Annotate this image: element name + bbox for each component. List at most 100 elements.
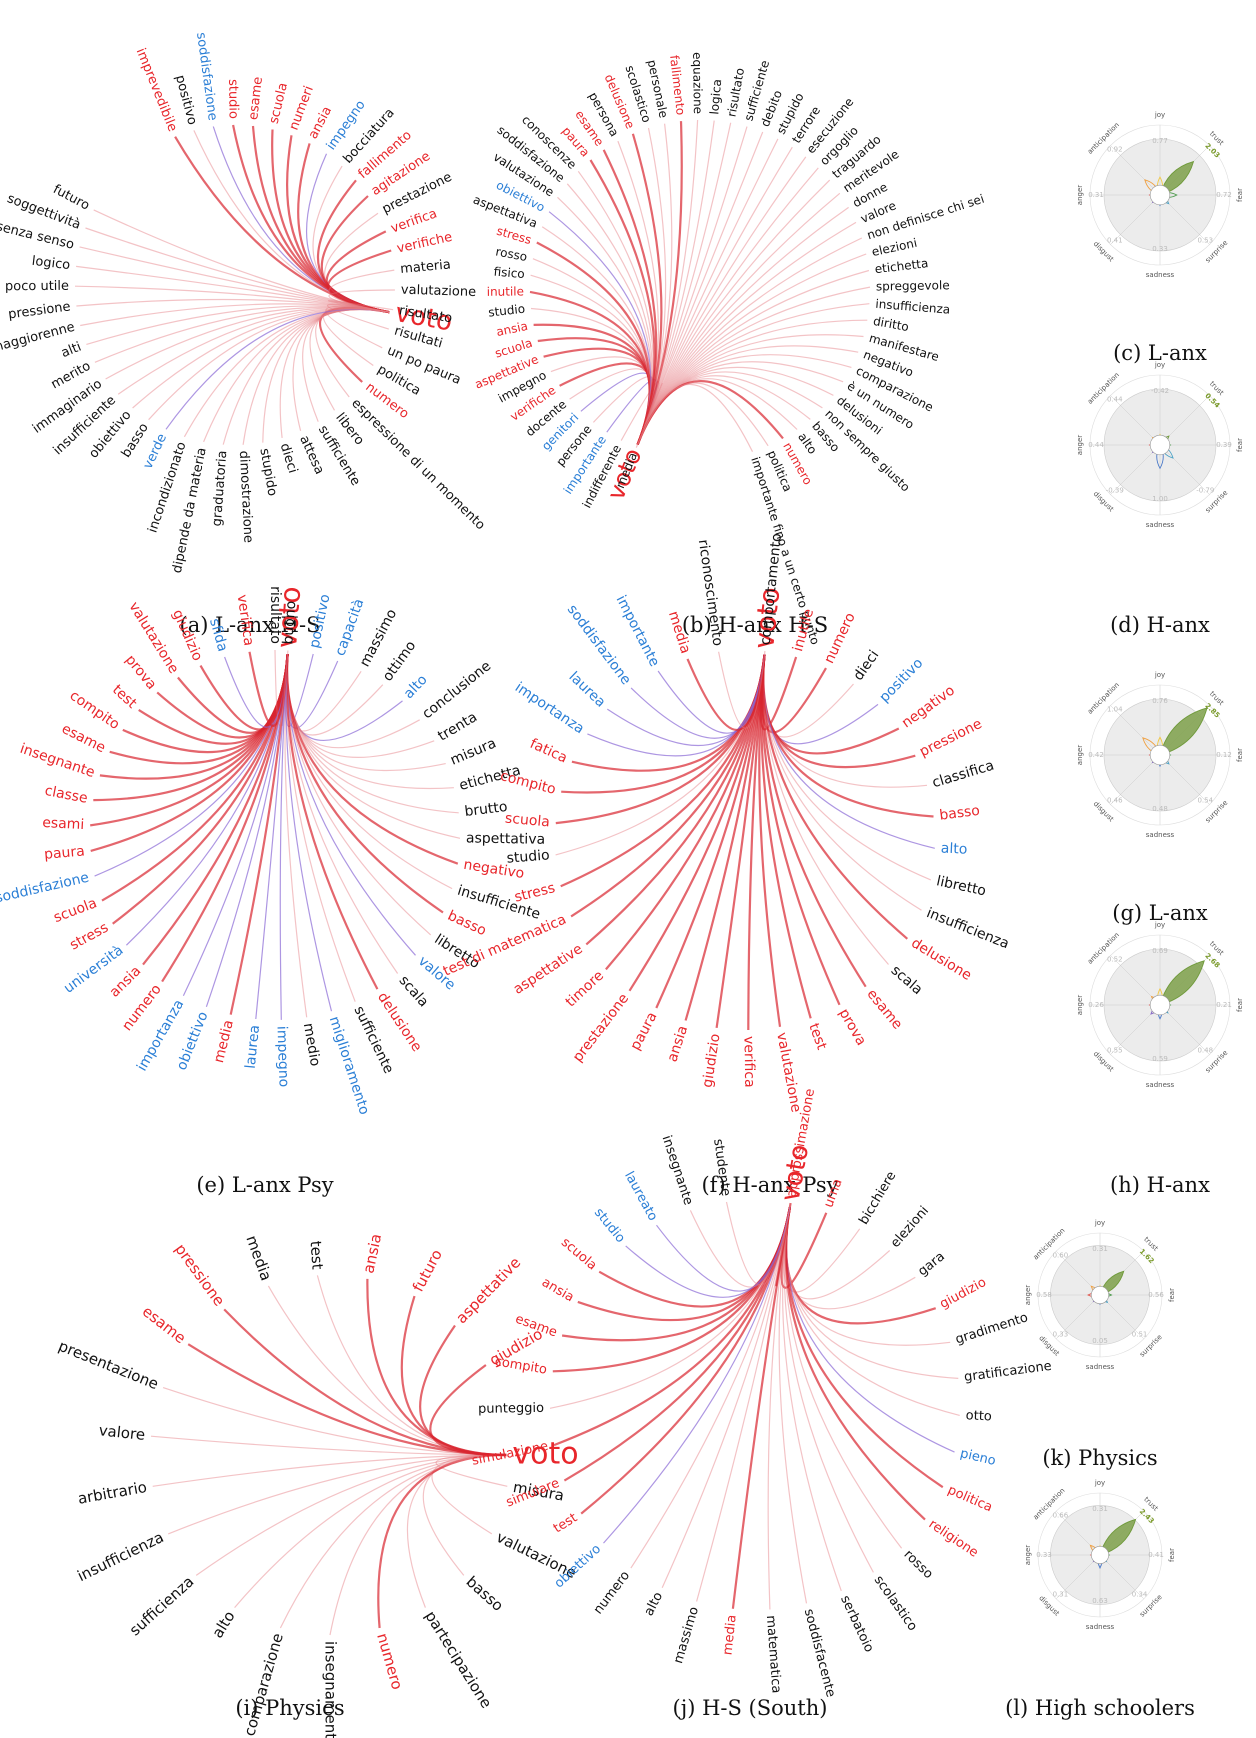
word-label: test xyxy=(307,1240,327,1270)
word-label: scuola xyxy=(52,895,100,926)
emotion-value: 0.69 xyxy=(1152,947,1168,955)
chord-link xyxy=(761,654,867,988)
word-label: verifica xyxy=(234,594,257,647)
emotion-value: 0.31 xyxy=(1088,191,1104,199)
chord-link xyxy=(76,298,390,313)
emotion-label-anger: anger xyxy=(1024,1545,1032,1565)
chord-link xyxy=(696,1207,791,1602)
caption-l: (l) High schoolers xyxy=(1005,1696,1195,1720)
word-label: ansia xyxy=(359,1232,385,1275)
chord-link xyxy=(79,246,390,313)
emotion-value: 0.56 xyxy=(1148,1291,1164,1299)
word-label: capacità xyxy=(332,597,367,658)
word-label: laureato xyxy=(621,1169,660,1224)
chord-link xyxy=(760,654,812,1019)
word-label: scala xyxy=(888,962,926,998)
word-label: studio xyxy=(591,1205,628,1245)
emotion-value: 0.48 xyxy=(1152,805,1168,813)
word-label: religione xyxy=(926,1517,981,1561)
chord-link xyxy=(782,1207,842,1592)
flower-spoke xyxy=(1110,194,1161,245)
emotion-value: -0.39 xyxy=(1106,486,1124,494)
emotion-flower-d: joytrustfearsurprisesadnessdisgustangera… xyxy=(1076,361,1244,637)
word-label: prova xyxy=(836,1006,870,1048)
center-word-e: voto xyxy=(270,585,307,649)
chord-link xyxy=(661,1207,791,1589)
chord-link xyxy=(637,146,793,445)
word-label: ansia xyxy=(664,1024,691,1064)
emotion-label-joy: joy xyxy=(1094,1479,1105,1487)
emotion-value: 0.21 xyxy=(1216,1001,1232,1009)
emotion-value: 0.55 xyxy=(1107,1046,1123,1054)
word-label: numero xyxy=(373,1631,406,1692)
chord-link xyxy=(637,131,764,445)
center-word-f: voto xyxy=(747,585,786,650)
word-label: logica xyxy=(707,78,724,115)
word-label: esame xyxy=(59,721,108,756)
word-label: aspettativa xyxy=(466,830,545,847)
word-label: insufficienza xyxy=(74,1528,166,1585)
word-label: media xyxy=(242,1233,275,1283)
word-label: giudizio xyxy=(700,1033,724,1089)
emotion-value: 0.60 xyxy=(1053,1251,1069,1259)
chord-link xyxy=(285,654,333,1012)
emotion-value: 0.58 xyxy=(1036,1291,1052,1299)
chord-link xyxy=(637,122,732,445)
chord-link xyxy=(605,654,766,971)
word-label: libretto xyxy=(935,873,988,899)
word-label: spreggevole xyxy=(876,278,950,293)
chord-link xyxy=(731,1207,791,1609)
flower-spoke xyxy=(1159,444,1210,495)
chord-link xyxy=(285,654,379,990)
chord-link xyxy=(187,1343,507,1457)
chord-link xyxy=(286,654,399,974)
word-label: alto xyxy=(401,672,431,702)
emotion-flower-k: joytrustfearsurprisesadnessdisgustangera… xyxy=(1024,1219,1176,1470)
word-label: pressione xyxy=(917,716,985,760)
chord-link xyxy=(195,1454,507,1576)
emotion-value: 0.46 xyxy=(1107,796,1123,804)
chord-link xyxy=(778,1207,808,1604)
caption-e: (e) L-anx Psy xyxy=(196,1173,333,1197)
word-label: fisico xyxy=(493,265,525,282)
word-label: futuro xyxy=(409,1246,446,1294)
word-label: dieci xyxy=(850,648,882,684)
word-label: espressione di un momento xyxy=(348,396,488,533)
emotion-label-anger: anger xyxy=(1076,435,1084,455)
word-label: valutazione xyxy=(401,283,477,300)
word-label: comparazione xyxy=(240,1631,287,1738)
chord-link xyxy=(783,1207,874,1573)
word-label: prova xyxy=(122,652,160,693)
chord-link xyxy=(319,306,390,383)
word-label: equazione xyxy=(690,52,705,114)
emotion-value: 0.42 xyxy=(1088,751,1104,759)
chord-link xyxy=(274,649,289,726)
emotion-flower-g: joytrustfearsurprisesadnessdisgustangera… xyxy=(1076,671,1244,925)
emotion-label-joy: joy xyxy=(1094,1219,1105,1227)
chord-link xyxy=(630,1207,791,1569)
emotion-value: 0.63 xyxy=(1092,1597,1108,1605)
petal-trust xyxy=(1159,707,1208,756)
emotion-label-sadness: sadness xyxy=(1146,1081,1175,1089)
emotion-value: 0.41 xyxy=(1148,1551,1164,1559)
word-label: insegnamento xyxy=(322,1641,340,1738)
chord-link xyxy=(406,1454,507,1608)
emotion-label-fear: fear xyxy=(1236,748,1244,762)
chord-link xyxy=(637,206,849,445)
word-label: media xyxy=(720,1614,739,1656)
word-label: pieno xyxy=(959,1446,998,1469)
word-label: studio xyxy=(225,79,240,119)
emotion-label-fear: fear xyxy=(1236,998,1244,1012)
word-label: materia xyxy=(400,257,452,277)
emotion-value: 0.44 xyxy=(1107,396,1123,404)
word-label: compito xyxy=(494,1354,548,1377)
word-label: valutazione xyxy=(773,1031,804,1114)
chord-link xyxy=(637,120,715,445)
chord-link xyxy=(167,1454,507,1535)
word-label: dimostrazione xyxy=(236,450,256,543)
chord-link xyxy=(559,362,653,445)
flower-center xyxy=(1149,744,1171,766)
word-label: verifiche xyxy=(395,230,453,257)
